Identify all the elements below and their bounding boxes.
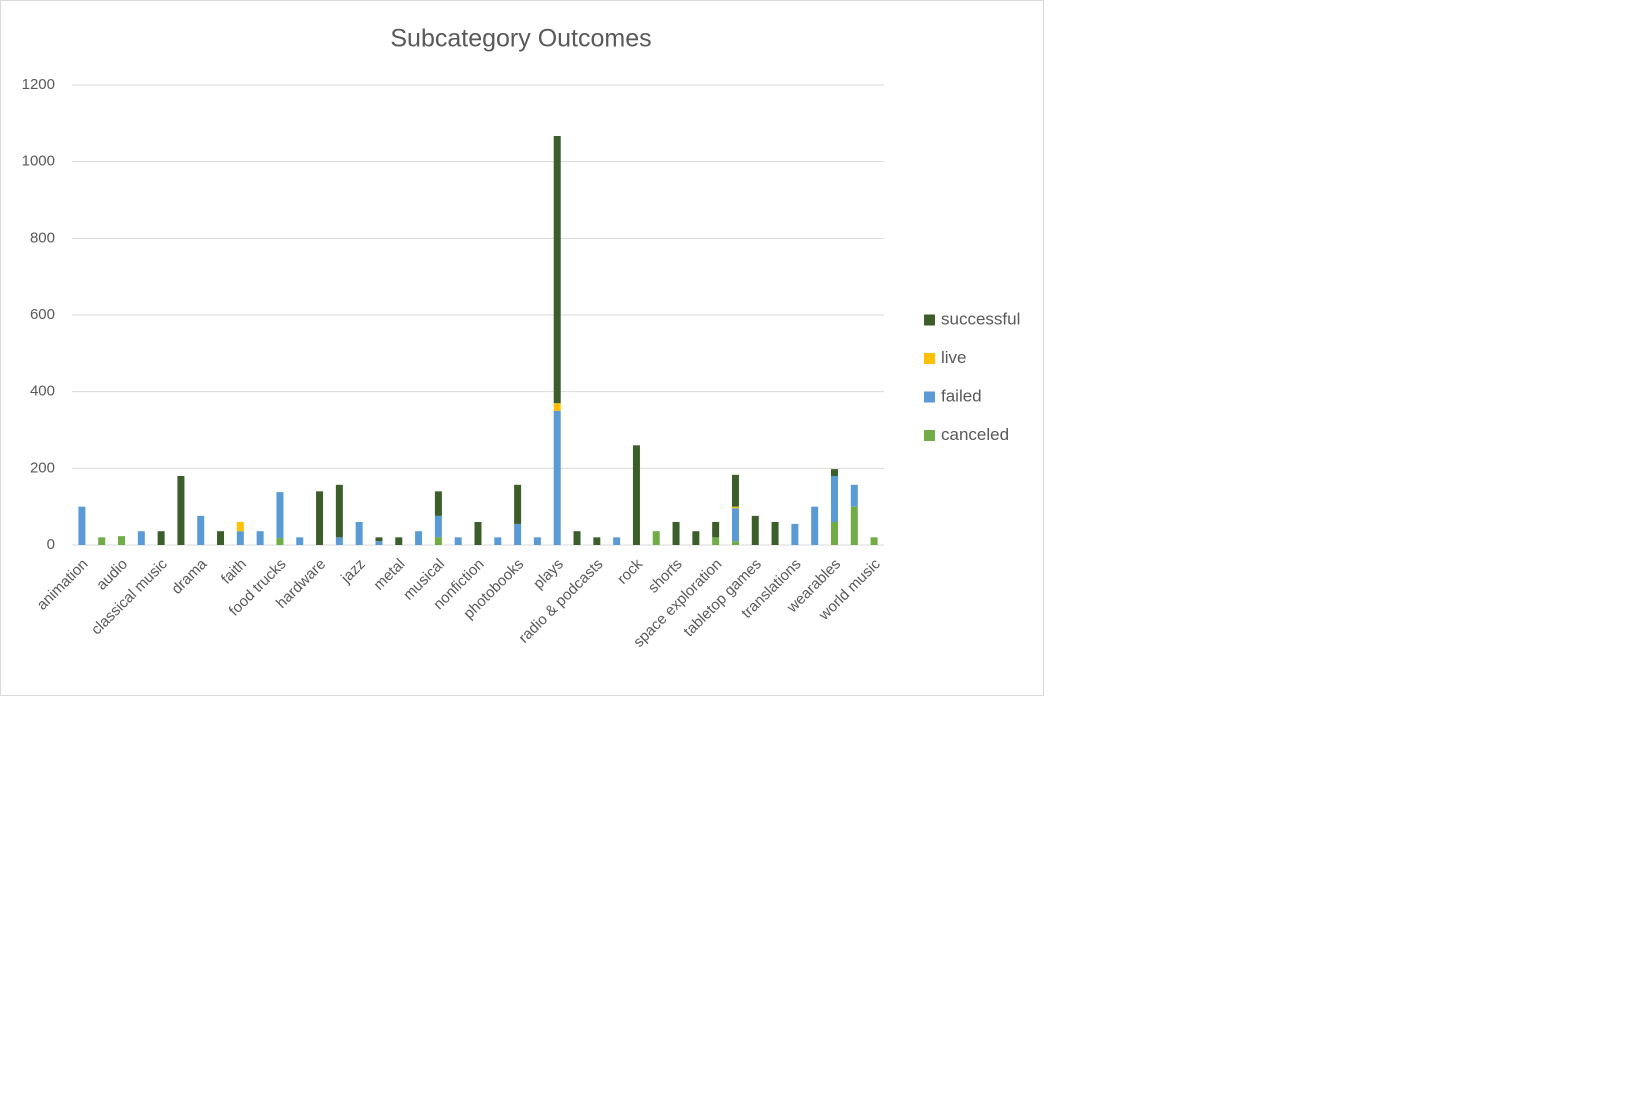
- bar-segment: [731, 541, 739, 545]
- bar-segment: [791, 523, 799, 545]
- y-tick-label: 400: [30, 383, 55, 400]
- bar-segment: [553, 410, 561, 545]
- bar-segment: [672, 522, 680, 545]
- bar-segment: [553, 403, 561, 411]
- bar-segment: [355, 522, 363, 545]
- bar-segment: [217, 531, 225, 545]
- bar-segment: [514, 523, 522, 545]
- bar-segment: [712, 522, 720, 538]
- y-tick-label: 200: [30, 459, 55, 476]
- bar-segment: [375, 537, 383, 542]
- bar-segment: [474, 522, 482, 545]
- bar-segment: [850, 484, 858, 507]
- bar-segment: [434, 515, 442, 538]
- legend-swatch: [924, 353, 935, 364]
- bar-segment: [811, 506, 819, 545]
- bar-segment: [98, 537, 106, 545]
- y-tick-label: 800: [30, 229, 55, 246]
- bar-segment: [434, 491, 442, 516]
- bar-segment: [276, 538, 284, 545]
- bar-segment: [593, 537, 601, 545]
- bar-segment: [276, 492, 284, 539]
- bar-segment: [613, 537, 621, 545]
- bar-segment: [652, 531, 660, 545]
- bar-segment: [731, 506, 739, 509]
- bar-segment: [553, 135, 561, 404]
- bar-segment: [137, 531, 145, 545]
- bar-segment: [692, 531, 700, 545]
- bar-segment: [78, 506, 86, 545]
- chart-title: Subcategory Outcomes: [390, 25, 651, 53]
- bar-segment: [375, 541, 383, 545]
- bar-segment: [434, 537, 442, 545]
- legend-label: canceled: [941, 425, 1009, 444]
- legend-swatch: [924, 314, 935, 326]
- bar-segment: [731, 508, 739, 542]
- bar-segment: [256, 531, 264, 545]
- bar-segment: [751, 515, 759, 545]
- legend-label: live: [941, 348, 967, 367]
- bar-segment: [395, 537, 403, 545]
- bar-segment: [712, 537, 720, 545]
- bar-segment: [830, 476, 838, 522]
- bar-segment: [830, 469, 838, 476]
- bar-segment: [830, 522, 838, 545]
- bar-segment: [533, 537, 541, 545]
- bar-segment: [335, 484, 343, 538]
- bar-segment: [632, 445, 640, 545]
- bar-segment: [296, 537, 304, 545]
- bar-segment: [454, 537, 462, 545]
- bar-segment: [494, 537, 502, 545]
- bar-segment: [316, 491, 324, 545]
- legend-label: successful: [941, 309, 1020, 328]
- bar-segment: [236, 522, 244, 532]
- legend-swatch: [924, 391, 935, 403]
- y-tick-label: 600: [30, 306, 55, 323]
- bar-segment: [335, 537, 343, 545]
- legend-swatch: [924, 430, 935, 441]
- chart-frame: [0, 0, 1044, 696]
- y-tick-label: 1000: [22, 153, 55, 170]
- bar-segment: [177, 476, 185, 545]
- bar-segment: [771, 522, 779, 545]
- bar-segment: [118, 536, 126, 545]
- bar-segment: [870, 537, 878, 545]
- bar-segment: [157, 531, 165, 545]
- bar-segment: [573, 531, 581, 545]
- legend-label: failed: [941, 386, 982, 405]
- bar-segment: [197, 515, 205, 545]
- bar-segment: [415, 531, 423, 545]
- bar-segment: [850, 506, 858, 545]
- y-tick-label: 0: [47, 536, 55, 553]
- bar-segment: [236, 531, 244, 545]
- y-tick-label: 1200: [22, 76, 55, 93]
- bar-segment: [731, 474, 739, 507]
- bar-segment: [514, 484, 522, 524]
